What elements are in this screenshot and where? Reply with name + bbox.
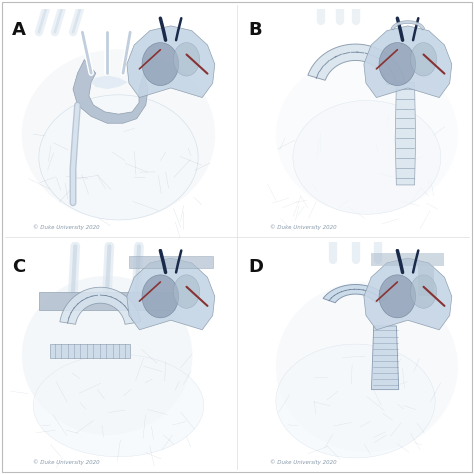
Polygon shape	[39, 292, 175, 310]
Polygon shape	[364, 26, 452, 98]
Ellipse shape	[173, 275, 200, 308]
Polygon shape	[91, 75, 128, 89]
Polygon shape	[60, 287, 141, 324]
Text: D: D	[249, 258, 264, 276]
Ellipse shape	[276, 344, 435, 458]
Polygon shape	[127, 26, 215, 98]
Ellipse shape	[142, 275, 179, 318]
Ellipse shape	[22, 276, 192, 435]
Polygon shape	[323, 284, 388, 303]
Ellipse shape	[293, 100, 441, 214]
Ellipse shape	[39, 95, 198, 220]
Ellipse shape	[33, 355, 204, 457]
Ellipse shape	[276, 282, 458, 452]
Polygon shape	[308, 44, 405, 85]
Ellipse shape	[410, 275, 437, 308]
Polygon shape	[127, 258, 215, 330]
Polygon shape	[372, 326, 399, 390]
Ellipse shape	[173, 43, 200, 76]
Polygon shape	[50, 344, 130, 358]
Polygon shape	[364, 258, 452, 330]
Text: © Duke University 2020: © Duke University 2020	[33, 224, 100, 230]
Text: © Duke University 2020: © Duke University 2020	[270, 224, 337, 230]
Ellipse shape	[276, 55, 458, 214]
Text: © Duke University 2020: © Duke University 2020	[33, 460, 100, 465]
Ellipse shape	[142, 43, 179, 86]
Ellipse shape	[410, 43, 437, 76]
Ellipse shape	[379, 275, 416, 318]
Ellipse shape	[22, 49, 215, 220]
Text: C: C	[12, 258, 25, 276]
Text: © Duke University 2020: © Duke University 2020	[270, 460, 337, 465]
Text: A: A	[12, 21, 26, 39]
Ellipse shape	[379, 43, 416, 86]
Text: B: B	[249, 21, 263, 39]
Polygon shape	[73, 60, 148, 123]
